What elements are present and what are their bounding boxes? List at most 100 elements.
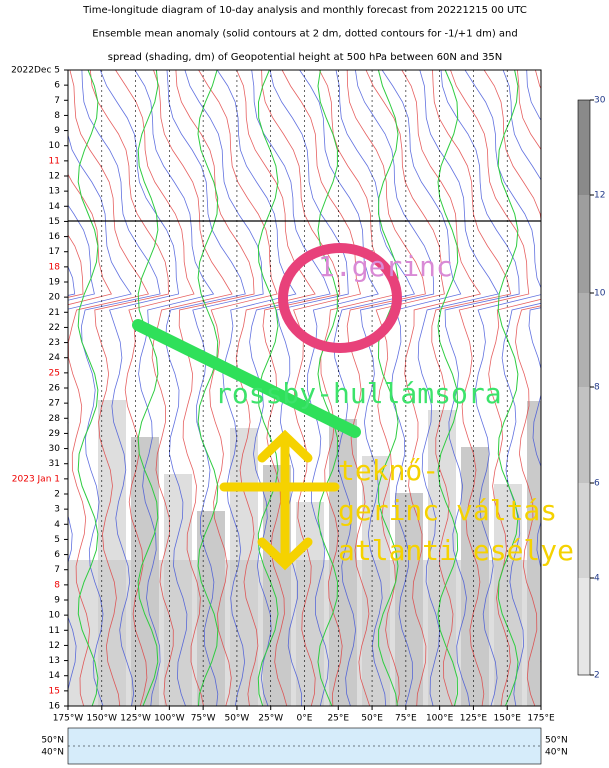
y-tick-label: 8 <box>54 111 60 121</box>
anomaly-contour <box>165 70 246 706</box>
x-tick-label: 50°W <box>224 714 249 724</box>
y-tick-label: 19 <box>49 278 61 288</box>
anomaly-contour <box>216 70 297 706</box>
y-tick-label: 21 <box>49 308 60 318</box>
anomaly-contour <box>318 70 399 706</box>
anomaly-contour <box>99 70 180 706</box>
colorbar-band <box>578 293 590 387</box>
y-tick-label: 7 <box>54 96 60 106</box>
y-tick-label: 3 <box>54 505 60 515</box>
y-tick-label: 8 <box>54 580 60 590</box>
x-tick-label: 0°E <box>297 714 313 724</box>
rossby-note: rossby-hullámsora <box>215 377 502 410</box>
swap-note: atlanti esélye <box>338 534 574 567</box>
anomaly-contour <box>68 132 132 692</box>
x-tick-label: 100°E <box>426 714 454 724</box>
x-tick-label: 100°W <box>154 714 185 724</box>
anomaly-contour <box>198 70 278 706</box>
anomaly-contour <box>355 70 435 706</box>
zero-contour <box>137 70 159 706</box>
colorbar-label: 12 <box>594 191 605 201</box>
y-tick-label: 23 <box>49 338 60 348</box>
x-tick-label: 150°E <box>494 714 522 724</box>
y-tick-label: 17 <box>49 247 60 257</box>
anomaly-contour <box>0 70 29 710</box>
x-tick-label: 75°E <box>395 714 417 724</box>
anomaly-contour <box>115 70 195 706</box>
inset-label: 50°N <box>41 736 64 746</box>
anomaly-contour <box>89 70 169 706</box>
y-tick-label: 18 <box>49 262 61 272</box>
colorbar-label: 8 <box>594 383 600 393</box>
colorbar-label: 6 <box>594 479 600 489</box>
y-tick-label: 30 <box>49 444 61 454</box>
title-line: spread (shading, dm) of Geopotential hei… <box>108 52 502 63</box>
inset-label: 40°N <box>41 748 64 758</box>
zero-contour <box>377 70 399 706</box>
y-tick-label: 5 <box>54 535 60 545</box>
zero-contour <box>437 70 459 706</box>
anomaly-contour <box>68 265 76 296</box>
y-tick-label: 27 <box>49 399 60 409</box>
anomaly-contour <box>68 70 149 706</box>
anomaly-contour <box>235 70 316 706</box>
x-tick-label: 175°E <box>527 714 555 724</box>
anomaly-contour <box>134 70 215 706</box>
y-tick-label: 10 <box>49 141 61 151</box>
zero-contour <box>317 70 339 706</box>
y-tick-label: 24 <box>49 353 61 363</box>
y-tick-label: 12 <box>49 641 60 651</box>
y-tick-label: 12 <box>49 172 60 182</box>
anomaly-contour <box>151 70 233 706</box>
anomaly-contour <box>483 70 541 706</box>
colorbar-band <box>578 483 590 578</box>
colorbar-label: 30 <box>594 96 606 106</box>
x-tick-label: 75°W <box>191 714 216 724</box>
y-tick-label: 9 <box>54 596 60 606</box>
y-tick-label: 28 <box>49 414 61 424</box>
y-tick-label: 9 <box>54 126 60 136</box>
y-tick-label: 2 <box>54 490 60 500</box>
y-tick-label: 31 <box>49 459 60 469</box>
anomaly-contour <box>417 70 499 706</box>
anomaly-contour <box>464 70 541 706</box>
colorbar-band <box>578 387 590 483</box>
plot-field <box>0 70 541 710</box>
anomaly-contour <box>81 70 161 706</box>
anomaly-contour <box>401 70 482 706</box>
x-tick-label: 25°E <box>327 714 349 724</box>
anomaly-contour <box>333 70 415 706</box>
y-tick-label: 6 <box>54 550 60 560</box>
x-tick-label: 25°W <box>258 714 283 724</box>
anomaly-contour <box>269 70 349 706</box>
y-tick-label: 25 <box>49 368 60 378</box>
y-tick-label: 22 <box>49 323 60 333</box>
y-tick-label: 13 <box>49 187 60 197</box>
y-tick-label: 15 <box>49 217 60 227</box>
anomaly-contour <box>299 70 379 706</box>
x-tick-label: 125°E <box>460 714 488 724</box>
anomaly-contour <box>515 70 541 706</box>
y-tick-label: 6 <box>54 81 60 91</box>
title-line: Ensemble mean anomaly (solid contours at… <box>92 29 517 40</box>
anomaly-contour <box>431 70 512 706</box>
ridge-circle <box>278 243 402 353</box>
title-line: Time-longitude diagram of 10-day analysi… <box>82 5 527 16</box>
x-tick-label: 175°W <box>53 714 84 724</box>
y-tick-label: 10 <box>49 611 61 621</box>
y-tick-label: 20 <box>49 293 61 303</box>
anomaly-contour <box>501 70 541 706</box>
y-tick-label: 2022Dec 5 <box>11 66 60 76</box>
y-tick-label: 16 <box>49 702 61 712</box>
anomaly-contour <box>68 173 112 306</box>
y-tick-label: 16 <box>49 232 61 242</box>
y-tick-label: 2023 Jan 1 <box>12 474 60 484</box>
x-tick-label: 125°W <box>120 714 151 724</box>
inset-label: 50°N <box>545 736 568 746</box>
anomaly-contour <box>175 70 255 706</box>
anomaly-contour <box>281 70 361 706</box>
colorbar-band <box>578 100 590 195</box>
anomaly-contour <box>381 70 462 706</box>
zero-contour <box>197 70 219 706</box>
